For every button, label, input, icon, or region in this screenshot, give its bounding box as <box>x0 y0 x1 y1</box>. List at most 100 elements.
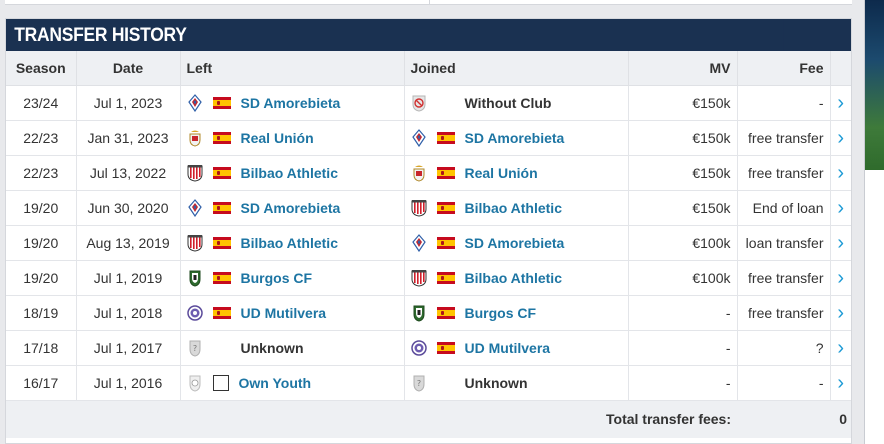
transfer-row[interactable]: 17/18 Jul 1, 2017? Unknown UD Mutilvera -? › <box>6 330 851 366</box>
chevron-right-icon[interactable]: › <box>837 371 845 394</box>
bilbao-athletic-crest-icon[interactable] <box>187 234 203 252</box>
left-club-cell: Burgos CF <box>180 260 405 296</box>
burgos-crest-icon[interactable] <box>411 304 427 322</box>
left-club-cell: UD Mutilvera <box>180 295 405 331</box>
mutilvera-crest-icon[interactable] <box>186 304 203 322</box>
bilbao-athletic-crest-icon[interactable] <box>411 269 427 287</box>
row-detail-arrow[interactable]: › <box>830 295 851 331</box>
left-club-cell: Own Youth <box>180 365 405 401</box>
without-club-icon[interactable] <box>411 94 427 112</box>
market-value-cell: €150k <box>628 85 738 121</box>
joined-club-cell: ? Unknown <box>404 365 629 401</box>
fee-cell: free transfer <box>737 295 831 331</box>
amorebieta-crest-icon[interactable] <box>411 233 427 252</box>
transfer-row[interactable]: 18/19 Jul 1, 2018 UD Mutilvera Burgos CF - fr… <box>6 295 851 331</box>
section-title: TRANSFER HISTORY <box>6 19 784 51</box>
joined-club-name[interactable]: UD Mutilvera <box>464 339 551 356</box>
left-club-name[interactable]: UD Mutilvera <box>240 304 327 321</box>
unknown-club-icon[interactable]: ? <box>187 339 203 357</box>
row-detail-arrow[interactable]: › <box>830 155 851 191</box>
market-value-cell: - <box>628 295 738 331</box>
row-detail-arrow[interactable]: › <box>830 260 851 296</box>
mutilvera-crest-icon[interactable] <box>410 339 427 357</box>
flag-spacer <box>213 342 231 354</box>
market-value-cell: €150k <box>628 155 738 191</box>
previous-section-divider <box>429 0 430 5</box>
burgos-crest-icon[interactable] <box>187 269 203 287</box>
joined-club-name[interactable]: Bilbao Athletic <box>464 199 563 216</box>
chevron-right-icon[interactable]: › <box>837 126 845 149</box>
chevron-right-icon[interactable]: › <box>837 301 845 324</box>
amorebieta-crest-icon[interactable] <box>187 93 203 112</box>
row-detail-arrow[interactable]: › <box>830 120 851 156</box>
date-cell: Jun 30, 2020 <box>76 190 181 226</box>
row-detail-arrow[interactable]: › <box>830 330 851 366</box>
chevron-right-icon[interactable]: › <box>837 161 845 184</box>
transfer-history-header: TRANSFER HISTORY <box>6 19 851 51</box>
transfer-row[interactable]: 19/20 Jun 30, 2020 SD Amorebieta Bilbao Ath… <box>6 190 851 226</box>
left-club-name[interactable]: Bilbao Athletic <box>240 234 339 251</box>
left-club-name[interactable]: SD Amorebieta <box>240 199 341 216</box>
chevron-right-icon[interactable]: › <box>837 91 845 114</box>
chevron-right-icon[interactable]: › <box>837 336 845 359</box>
real-union-crest-icon[interactable] <box>411 164 427 182</box>
row-detail-arrow[interactable]: › <box>830 85 851 121</box>
joined-club-cell: Burgos CF <box>404 295 629 331</box>
joined-club-name[interactable]: Bilbao Athletic <box>464 269 563 286</box>
season-cell: 19/20 <box>6 225 77 261</box>
date-cell: Jul 1, 2017 <box>76 330 181 366</box>
transfer-row[interactable]: 22/23 Jan 31, 2023 Real Unión SD Amorebieta… <box>6 120 851 156</box>
transfer-row[interactable]: 16/17 Jul 1, 2016 Own Youth? Unknown - - › <box>6 365 851 401</box>
left-club-name[interactable]: Own Youth <box>238 374 312 391</box>
transfer-row[interactable]: 22/23 Jul 13, 2022 Bilbao Athletic Real Uni… <box>6 155 851 191</box>
joined-club-name: Without Club <box>464 94 552 111</box>
row-detail-arrow[interactable]: › <box>830 365 851 401</box>
market-value-cell: - <box>628 330 738 366</box>
spain-flag-icon <box>212 96 231 109</box>
fee-cell: free transfer <box>737 155 831 191</box>
transfer-row[interactable]: 19/20 Aug 13, 2019 Bilbao Athletic SD Amore… <box>6 225 851 261</box>
joined-club-name[interactable]: SD Amorebieta <box>464 129 565 146</box>
previous-section-bottom <box>5 0 852 5</box>
joined-club-name[interactable]: SD Amorebieta <box>464 234 565 251</box>
total-fees-value: 0 <box>737 400 851 438</box>
left-club-name[interactable]: Burgos CF <box>240 269 313 286</box>
spain-flag-icon <box>436 236 455 249</box>
table-header-row: Season Date Left Joined MV Fee <box>6 51 851 86</box>
own-youth-icon[interactable] <box>187 374 203 392</box>
unknown-club-icon[interactable]: ? <box>411 374 427 392</box>
row-detail-arrow[interactable]: › <box>830 225 851 261</box>
joined-club-cell: SD Amorebieta <box>404 120 629 156</box>
left-club-name[interactable]: Real Unión <box>240 129 314 146</box>
date-cell: Jul 13, 2022 <box>76 155 181 191</box>
joined-club-name: Unknown <box>464 374 528 391</box>
flag-spacer <box>437 377 455 389</box>
left-club-name[interactable]: Bilbao Athletic <box>240 164 339 181</box>
joined-club-name[interactable]: Burgos CF <box>464 304 537 321</box>
season-cell: 23/24 <box>6 85 77 121</box>
transfer-row[interactable]: 19/20 Jul 1, 2019 Burgos CF Bilbao Athletic… <box>6 260 851 296</box>
real-union-crest-icon[interactable] <box>187 129 203 147</box>
transfer-row[interactable]: 23/24 Jul 1, 2023 SD Amorebieta Without Clu… <box>6 85 851 121</box>
amorebieta-crest-icon[interactable] <box>411 128 427 147</box>
season-cell: 19/20 <box>6 260 77 296</box>
chevron-right-icon[interactable]: › <box>837 196 845 219</box>
date-cell: Jul 1, 2016 <box>76 365 181 401</box>
fee-cell: loan transfer <box>737 225 831 261</box>
spain-flag-icon <box>436 271 455 284</box>
left-club-name[interactable]: SD Amorebieta <box>240 94 341 111</box>
chevron-right-icon[interactable]: › <box>837 231 845 254</box>
season-cell: 18/19 <box>6 295 77 331</box>
chevron-right-icon[interactable]: › <box>837 266 845 289</box>
left-club-name: Unknown <box>240 339 304 356</box>
row-detail-arrow[interactable]: › <box>830 190 851 226</box>
bilbao-athletic-crest-icon[interactable] <box>187 164 203 182</box>
joined-club-name[interactable]: Real Unión <box>464 164 538 181</box>
amorebieta-crest-icon[interactable] <box>187 198 203 217</box>
market-value-cell: €100k <box>628 260 738 296</box>
table-footer-row: Total transfer fees: 0 <box>6 400 851 438</box>
joined-club-cell: SD Amorebieta <box>404 225 629 261</box>
joined-club-cell: Bilbao Athletic <box>404 260 629 296</box>
bilbao-athletic-crest-icon[interactable] <box>411 199 427 217</box>
column-header-fee: Fee <box>737 51 831 86</box>
